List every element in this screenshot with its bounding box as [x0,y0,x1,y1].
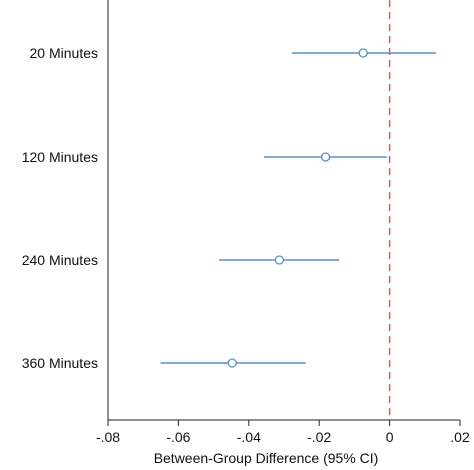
x-tick-label: -.06 [166,429,190,445]
estimate-point [358,48,368,58]
category-labels: 20 Minutes 120 Minutes 240 Minutes 360 Minu… [22,45,98,371]
x-tick-label: -.04 [237,429,261,445]
x-tick-label: .02 [450,429,470,445]
x-tick-label: -.02 [307,429,331,445]
estimate-point [227,358,237,368]
axes [107,0,460,421]
estimate-point [274,255,285,265]
category-label: 360 Minutes [22,355,98,371]
x-axis-ticks: -.08 -.06 -.04 -.02 0 .02 [96,420,470,445]
category-label: 20 Minutes [30,45,98,61]
x-axis-title: Between-Group Difference (95% CI) [154,450,379,466]
category-label: 120 Minutes [22,149,98,165]
estimate-point [320,152,331,162]
confidence-intervals [160,52,437,364]
category-label: 240 Minutes [22,252,98,268]
point-estimates [227,48,368,368]
x-tick-label: 0 [386,429,394,445]
x-tick-label: -.08 [96,429,120,445]
